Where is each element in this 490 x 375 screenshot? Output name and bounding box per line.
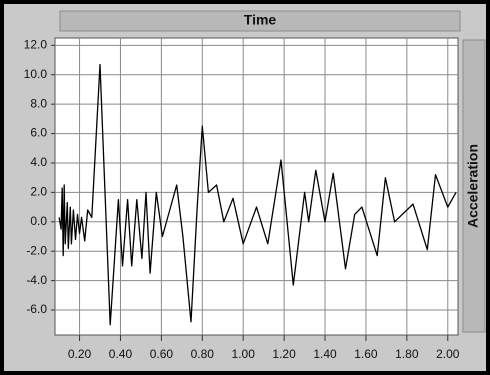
data-line xyxy=(58,63,457,326)
x-tick-label: 0.40 xyxy=(109,347,133,361)
x-tick-label: 1.80 xyxy=(395,347,419,361)
x-tick-label: 1.00 xyxy=(232,347,256,361)
y-tick-label: -6.0 xyxy=(26,302,47,316)
x-tick-label: 0.20 xyxy=(68,347,92,361)
title-bar xyxy=(59,10,461,32)
x-axis-title: Time xyxy=(244,12,277,28)
y-title-bar xyxy=(462,39,486,333)
x-tick-label: 2.00 xyxy=(436,347,460,361)
y-tick-label: 2.0 xyxy=(30,185,47,199)
x-tick-label: 0.60 xyxy=(150,347,174,361)
y-axis-title: Acceleration xyxy=(465,144,481,228)
y-tick-label: -4.0 xyxy=(26,273,47,287)
y-tick-label: 0.0 xyxy=(30,214,47,228)
x-tick-label: 0.80 xyxy=(191,347,215,361)
x-tick-label: 1.60 xyxy=(354,347,378,361)
y-tick-label: -2.0 xyxy=(26,243,47,257)
y-tick-label: 6.0 xyxy=(30,126,47,140)
y-tick-label: 10.0 xyxy=(24,67,48,81)
x-tick-label: 1.40 xyxy=(313,347,337,361)
x-tick-label: 1.20 xyxy=(272,347,296,361)
y-tick-label: 4.0 xyxy=(30,155,47,169)
y-tick-label: 12.0 xyxy=(24,38,48,52)
plot-area xyxy=(54,37,459,336)
y-tick-label: 8.0 xyxy=(30,96,47,110)
